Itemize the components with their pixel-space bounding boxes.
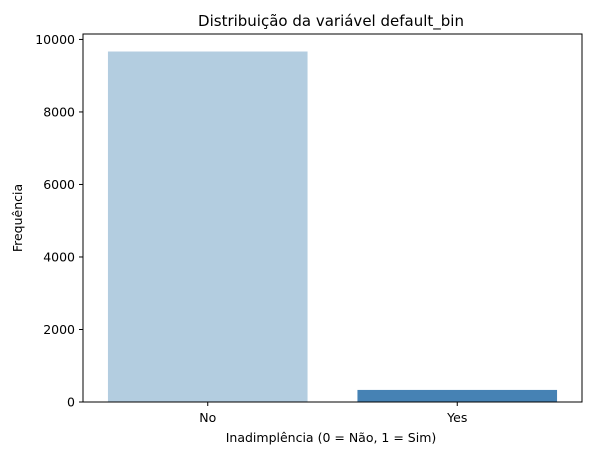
y-axis-ticks: 0 2000 4000 6000 8000 10000 [35, 32, 83, 410]
bar-yes [357, 389, 558, 402]
bar-no [107, 51, 308, 403]
y-tick-label: 0 [67, 395, 75, 410]
x-tick-label: No [199, 410, 216, 425]
y-tick-label: 2000 [43, 322, 75, 337]
x-tick-label: Yes [446, 410, 467, 425]
y-tick-label: 6000 [43, 177, 75, 192]
y-tick-label: 4000 [43, 249, 75, 264]
bars-group [107, 51, 558, 403]
x-axis-label: Inadimplência (0 = Não, 1 = Sim) [226, 430, 437, 445]
plot-frame [82, 33, 583, 403]
chart-title: Distribuição da variável default_bin [198, 12, 464, 31]
y-tick-label: 10000 [35, 32, 75, 47]
y-tick-label: 8000 [43, 104, 75, 119]
y-axis-label: Frequência [10, 184, 25, 252]
x-axis-ticks: No Yes [199, 402, 467, 425]
